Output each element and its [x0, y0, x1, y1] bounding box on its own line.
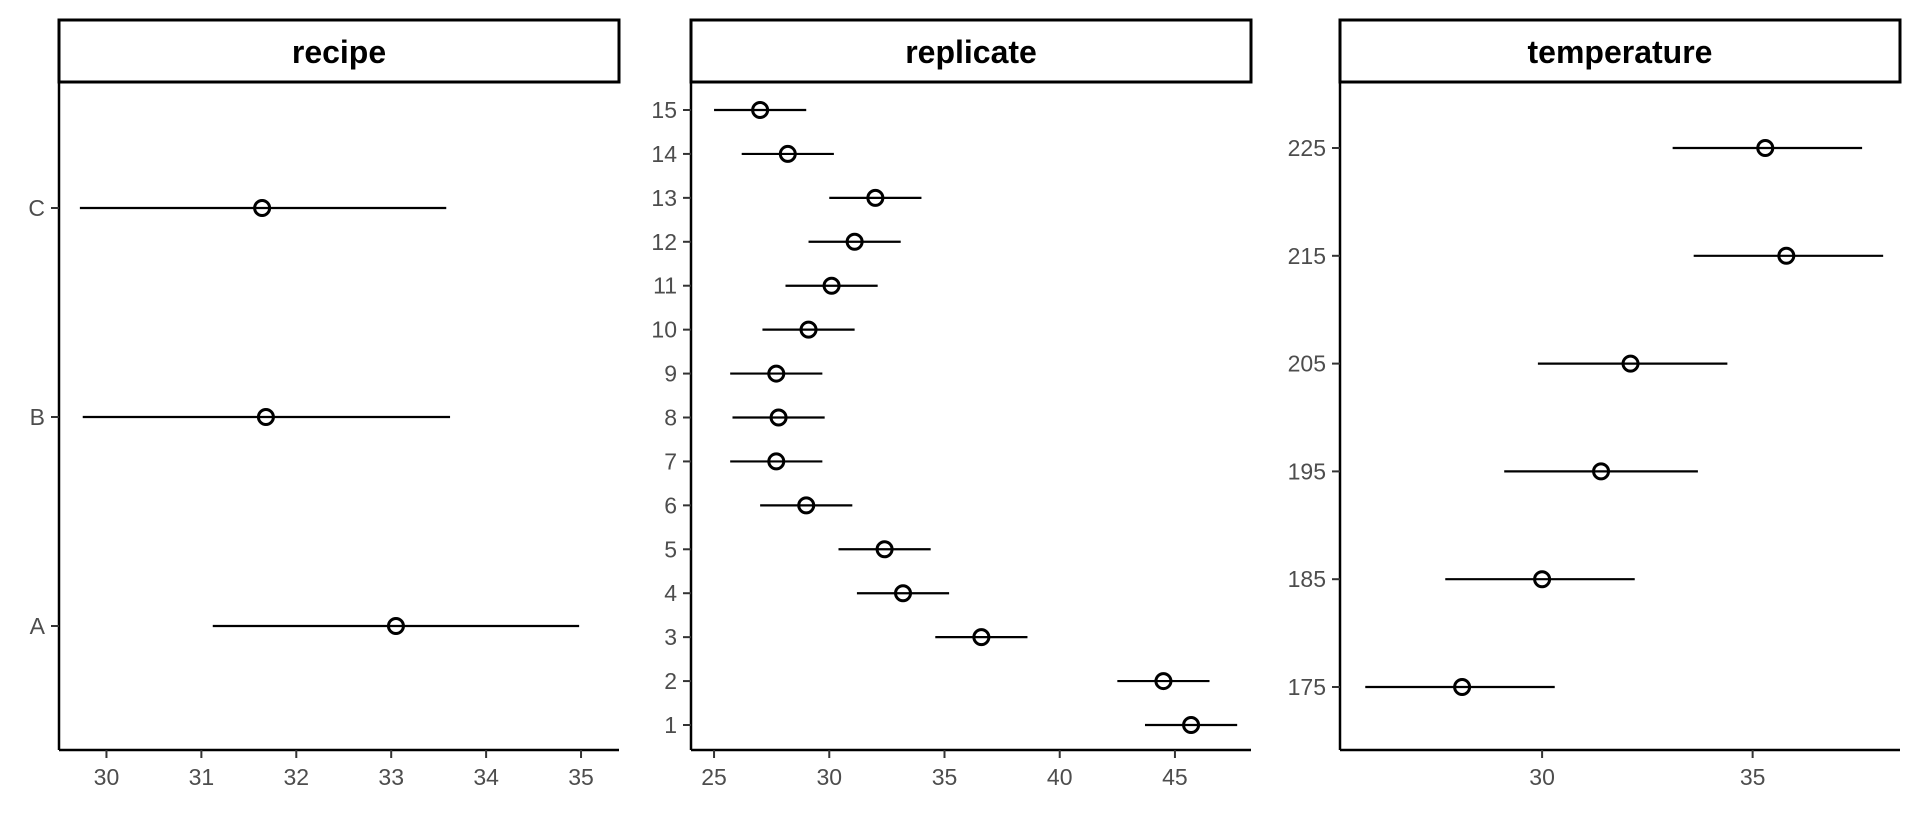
y-tick-label-replicate-9: 9 — [664, 361, 677, 387]
point-replicate-8 — [769, 408, 788, 427]
x-tick-label-recipe-34: 34 — [473, 764, 499, 790]
point-replicate-7 — [767, 452, 786, 471]
point-temperature-215 — [1777, 246, 1796, 265]
point-replicate-11 — [822, 276, 841, 295]
y-tick-label-replicate-3: 3 — [664, 624, 677, 650]
point-replicate-15 — [751, 101, 770, 119]
y-tick-label-recipe-B: B — [30, 404, 45, 430]
y-tick-label-recipe-C: C — [28, 195, 45, 221]
point-replicate-4 — [894, 584, 913, 603]
x-tick-label-replicate-30: 30 — [816, 764, 842, 790]
point-replicate-2 — [1154, 672, 1173, 691]
y-tick-label-replicate-8: 8 — [664, 405, 677, 431]
x-tick-label-recipe-33: 33 — [378, 764, 404, 790]
point-replicate-13 — [866, 188, 885, 207]
point-replicate-14 — [778, 144, 797, 163]
y-tick-label-recipe-A: A — [30, 613, 46, 639]
x-tick-label-recipe-30: 30 — [94, 764, 120, 790]
x-tick-label-replicate-45: 45 — [1162, 764, 1188, 790]
y-tick-label-replicate-1: 1 — [664, 712, 677, 738]
x-tick-label-recipe-35: 35 — [568, 764, 594, 790]
x-tick-label-recipe-31: 31 — [189, 764, 215, 790]
y-tick-label-replicate-15: 15 — [651, 97, 677, 123]
strip-recipe — [57, 18, 621, 84]
x-tick-label-recipe-32: 32 — [283, 764, 309, 790]
y-tick-label-replicate-2: 2 — [664, 668, 677, 694]
y-tick-label-replicate-13: 13 — [651, 185, 677, 211]
y-tick-label-temperature-215: 215 — [1288, 243, 1326, 269]
point-recipe-B — [256, 408, 275, 426]
strip-title-replicate: replicate — [905, 34, 1037, 70]
y-tick-label-replicate-4: 4 — [664, 580, 677, 606]
y-tick-label-replicate-7: 7 — [664, 448, 677, 474]
y-tick-label-replicate-14: 14 — [651, 141, 677, 167]
point-temperature-195 — [1592, 462, 1611, 481]
point-replicate-3 — [972, 628, 991, 647]
x-tick-label-replicate-40: 40 — [1047, 764, 1073, 790]
point-temperature-205 — [1621, 354, 1640, 373]
y-tick-label-temperature-195: 195 — [1288, 458, 1326, 484]
marks-recipe: A B C 30 31 32 33 34 35 — [28, 82, 619, 790]
point-replicate-12 — [845, 232, 864, 251]
point-temperature-225 — [1756, 139, 1775, 157]
y-tick-label-replicate-12: 12 — [651, 229, 677, 255]
x-tick-label-temperature-30: 30 — [1529, 764, 1555, 790]
point-recipe-A — [386, 617, 405, 635]
point-replicate-9 — [767, 364, 786, 383]
point-replicate-5 — [875, 540, 894, 559]
y-tick-label-temperature-225: 225 — [1288, 135, 1326, 161]
x-tick-label-temperature-35: 35 — [1740, 764, 1766, 790]
y-tick-label-replicate-5: 5 — [664, 536, 677, 562]
strip-replicate — [689, 18, 1253, 84]
y-tick-label-temperature-185: 185 — [1288, 566, 1326, 592]
strip-temperature — [1338, 18, 1902, 84]
point-temperature-185 — [1533, 570, 1552, 589]
point-replicate-6 — [797, 496, 816, 515]
point-replicate-10 — [799, 320, 818, 339]
panel-temperature: temperature 175 185 195 205 215 225 30 35 — [1288, 18, 1902, 790]
marks-temperature: 175 185 195 205 215 225 30 35 — [1288, 82, 1900, 790]
y-tick-label-temperature-175: 175 — [1288, 674, 1326, 700]
y-tick-label-replicate-11: 11 — [653, 273, 677, 299]
x-tick-label-replicate-25: 25 — [701, 764, 727, 790]
panel-recipe: recipe A B C 30 31 32 33 34 35 — [28, 18, 621, 790]
strip-title-recipe: recipe — [292, 34, 386, 70]
y-tick-label-replicate-6: 6 — [664, 492, 677, 518]
y-tick-label-replicate-10: 10 — [651, 317, 677, 343]
point-temperature-175 — [1453, 678, 1472, 696]
point-recipe-C — [253, 199, 272, 217]
x-tick-label-replicate-35: 35 — [932, 764, 958, 790]
point-replicate-1 — [1182, 716, 1201, 734]
strip-title-temperature: temperature — [1528, 34, 1713, 70]
y-tick-label-temperature-205: 205 — [1288, 351, 1326, 377]
